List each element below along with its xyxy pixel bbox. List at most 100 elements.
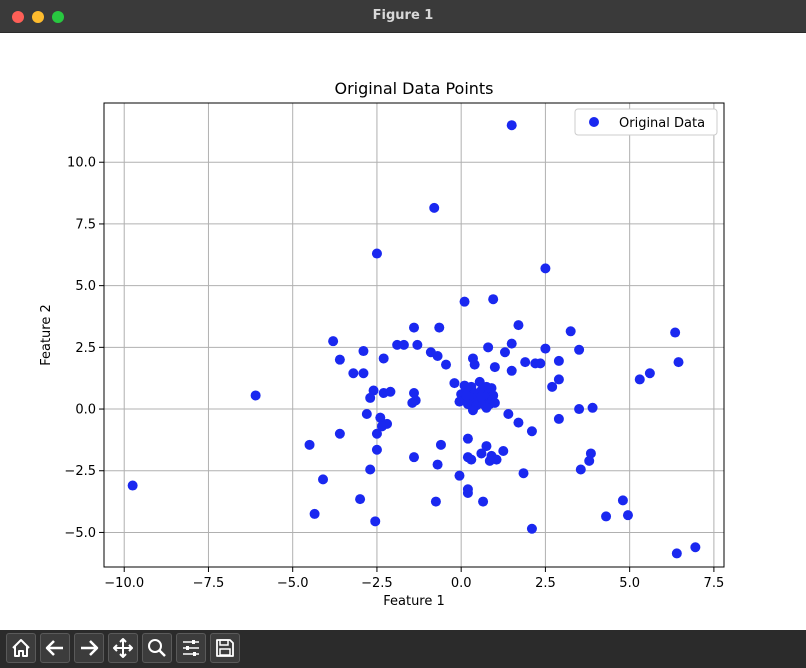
data-point xyxy=(398,339,409,350)
minimize-window-button[interactable] xyxy=(32,11,44,23)
data-point xyxy=(432,350,443,361)
x-tick-label: 5.0 xyxy=(619,576,640,591)
data-point xyxy=(371,248,382,259)
data-point xyxy=(584,455,595,466)
search-icon xyxy=(148,639,166,657)
forward-button[interactable] xyxy=(74,633,104,663)
arrow-right-icon xyxy=(81,640,99,656)
chart-title: Original Data Points xyxy=(334,79,493,98)
y-tick-label: 2.5 xyxy=(75,341,96,356)
maximize-window-button[interactable] xyxy=(52,11,64,23)
data-point xyxy=(547,381,558,392)
toolbar xyxy=(0,630,806,668)
x-tick-label: 7.5 xyxy=(704,576,725,591)
data-point xyxy=(430,496,441,507)
data-point xyxy=(498,446,509,456)
data-point xyxy=(454,470,465,481)
data-point xyxy=(355,494,366,505)
data-point xyxy=(526,426,537,437)
data-point xyxy=(348,368,359,379)
axis-ticks: −10.0 −7.5 −5.0 −2.5 0.0 2.5 5.0 7.5 −5.0 −2.5 0.0… xyxy=(64,156,724,591)
data-point xyxy=(409,452,419,463)
title-bar: Figure 1 xyxy=(0,0,806,33)
grid-lines xyxy=(104,103,724,567)
data-point xyxy=(535,358,546,369)
data-point xyxy=(506,365,517,376)
x-tick-label: 2.5 xyxy=(535,576,556,591)
data-point xyxy=(309,508,320,519)
data-point xyxy=(526,523,537,534)
data-point xyxy=(462,433,473,444)
data-point xyxy=(491,454,502,465)
data-point xyxy=(518,468,529,479)
back-button[interactable] xyxy=(40,633,70,663)
data-point xyxy=(250,390,261,401)
y-tick-label: 10.0 xyxy=(67,156,96,171)
data-point xyxy=(441,359,452,370)
data-point xyxy=(434,322,445,333)
data-point xyxy=(358,368,369,379)
data-point xyxy=(587,402,598,413)
legend-box xyxy=(574,108,718,136)
data-point xyxy=(334,428,345,439)
data-point xyxy=(513,417,524,428)
data-point xyxy=(489,362,500,373)
data-point xyxy=(478,496,489,507)
data-point xyxy=(483,342,494,353)
data-point xyxy=(334,354,345,365)
data-point xyxy=(601,511,612,522)
data-point xyxy=(375,412,386,423)
data-point xyxy=(520,357,531,368)
data-point xyxy=(318,474,329,485)
data-point xyxy=(461,390,472,401)
data-point xyxy=(476,448,487,459)
data-point xyxy=(462,487,473,498)
data-point xyxy=(429,202,440,213)
data-point xyxy=(365,464,376,475)
data-point xyxy=(553,355,564,366)
scatter-chart: Original Data Points −10.0 −7.5 −5.0 −2.5 0.… xyxy=(39,79,725,609)
data-point xyxy=(540,263,551,274)
save-button[interactable] xyxy=(210,633,240,663)
legend-marker xyxy=(589,117,599,127)
close-window-button[interactable] xyxy=(12,11,24,23)
zoom-button[interactable] xyxy=(142,633,172,663)
y-tick-label: −5.0 xyxy=(64,526,96,541)
data-point xyxy=(459,296,470,307)
data-point xyxy=(673,357,684,368)
save-icon xyxy=(216,639,234,657)
data-point xyxy=(481,402,492,413)
x-tick-label: −10.0 xyxy=(104,576,144,591)
data-point xyxy=(622,510,633,521)
data-point xyxy=(553,374,564,385)
y-tick-label: 5.0 xyxy=(75,279,96,294)
data-point xyxy=(407,397,418,408)
data-point xyxy=(304,439,315,450)
window-title: Figure 1 xyxy=(372,8,434,23)
data-point xyxy=(467,353,478,364)
data-points xyxy=(127,120,701,559)
data-point xyxy=(412,339,423,350)
x-tick-label: −5.0 xyxy=(277,576,309,591)
data-point xyxy=(466,454,477,465)
data-point xyxy=(409,322,419,333)
x-tick-label: −2.5 xyxy=(361,576,393,591)
data-point xyxy=(690,542,701,553)
arrow-left-icon xyxy=(45,640,63,656)
configure-subplots-button[interactable] xyxy=(176,633,206,663)
data-point xyxy=(575,464,586,475)
plot-frame xyxy=(103,102,725,568)
data-point xyxy=(361,408,372,419)
pan-button[interactable] xyxy=(108,633,138,663)
data-point xyxy=(553,413,564,424)
data-point xyxy=(449,378,460,389)
data-point xyxy=(670,327,681,338)
data-point xyxy=(328,336,339,347)
home-button[interactable] xyxy=(6,633,36,663)
data-point xyxy=(481,441,492,452)
sliders-icon xyxy=(183,640,199,656)
data-point xyxy=(506,120,517,131)
home-icon xyxy=(12,639,30,657)
data-point xyxy=(506,338,517,349)
